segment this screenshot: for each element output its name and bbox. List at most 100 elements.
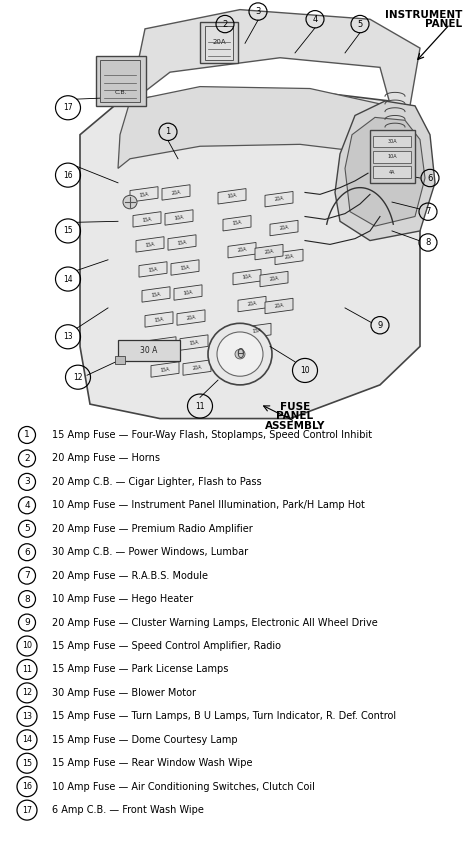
Polygon shape	[345, 118, 425, 226]
Text: 20 Amp Fuse — Premium Radio Amplifier: 20 Amp Fuse — Premium Radio Amplifier	[52, 524, 253, 533]
Text: 17: 17	[22, 805, 32, 815]
Text: 20A: 20A	[264, 249, 274, 255]
Text: 3: 3	[24, 477, 30, 487]
Text: 7: 7	[425, 207, 431, 216]
Text: 15A: 15A	[154, 316, 164, 323]
Text: 20A: 20A	[192, 365, 202, 371]
Text: 4: 4	[24, 501, 30, 510]
Text: 30A: 30A	[387, 139, 397, 144]
Bar	[96, 55, 146, 106]
Polygon shape	[133, 211, 161, 227]
Text: 30 A: 30 A	[140, 346, 158, 355]
Text: 15A: 15A	[189, 339, 199, 346]
Polygon shape	[139, 262, 167, 277]
Polygon shape	[142, 287, 170, 302]
Polygon shape	[180, 335, 208, 350]
Text: 12: 12	[22, 688, 32, 697]
Text: 15 Amp Fuse — Speed Control Amplifier, Radio: 15 Amp Fuse — Speed Control Amplifier, R…	[52, 641, 281, 651]
Polygon shape	[233, 269, 261, 285]
Text: 15 Amp Fuse — Dome Courtesy Lamp: 15 Amp Fuse — Dome Courtesy Lamp	[52, 734, 237, 745]
Circle shape	[208, 323, 272, 385]
Text: 15 Amp Fuse — Turn Lamps, B U Lamps, Turn Indicator, R. Def. Control: 15 Amp Fuse — Turn Lamps, B U Lamps, Tur…	[52, 711, 396, 721]
Text: 6 Amp C.B. — Front Wash Wipe: 6 Amp C.B. — Front Wash Wipe	[52, 805, 204, 815]
Text: 15A: 15A	[157, 341, 167, 347]
Text: 6: 6	[428, 173, 433, 183]
Text: 4A: 4A	[389, 170, 395, 175]
Text: 20A: 20A	[274, 303, 284, 309]
Text: 15: 15	[22, 759, 32, 768]
Text: 20A: 20A	[171, 190, 181, 196]
Text: 10 Amp Fuse — Instrument Panel Illumination, Park/H Lamp Hot: 10 Amp Fuse — Instrument Panel Illuminat…	[52, 501, 365, 510]
Polygon shape	[174, 285, 202, 301]
Text: 15A: 15A	[142, 216, 152, 223]
Text: 15A: 15A	[139, 191, 149, 197]
Bar	[118, 339, 180, 361]
Polygon shape	[145, 312, 173, 327]
Polygon shape	[151, 362, 179, 378]
Text: INSTRUMENT: INSTRUMENT	[384, 10, 462, 20]
Text: 14: 14	[63, 275, 73, 283]
Bar	[373, 166, 411, 178]
Text: 12: 12	[73, 372, 83, 382]
Polygon shape	[228, 242, 256, 258]
Text: 11: 11	[22, 665, 32, 674]
Text: 15A: 15A	[145, 242, 155, 248]
Text: 1: 1	[165, 127, 171, 136]
Text: 1: 1	[24, 430, 30, 439]
Polygon shape	[130, 187, 158, 202]
Text: 5: 5	[24, 524, 30, 533]
Text: 9: 9	[24, 618, 30, 627]
Text: 20A: 20A	[186, 314, 196, 320]
Text: 2: 2	[222, 20, 228, 29]
Text: θ: θ	[236, 347, 244, 360]
Text: 2: 2	[24, 454, 30, 463]
Text: 3: 3	[255, 7, 261, 16]
Polygon shape	[218, 189, 246, 204]
Text: 16: 16	[22, 782, 32, 792]
Text: 10A: 10A	[227, 193, 237, 199]
Polygon shape	[118, 87, 400, 168]
Bar	[370, 130, 415, 183]
Polygon shape	[177, 310, 205, 326]
Text: 20A: 20A	[237, 247, 247, 254]
Text: 10: 10	[300, 366, 310, 375]
Text: FUSE: FUSE	[280, 402, 310, 412]
Text: ASSEMBLY: ASSEMBLY	[265, 421, 325, 431]
Text: 5: 5	[357, 20, 363, 29]
Polygon shape	[171, 260, 199, 275]
Text: 15A: 15A	[180, 264, 190, 271]
Polygon shape	[162, 184, 190, 200]
Circle shape	[123, 196, 137, 209]
Text: 20A: 20A	[247, 301, 257, 307]
Text: 20 Amp C.B. — Cigar Lighter, Flash to Pass: 20 Amp C.B. — Cigar Lighter, Flash to Pa…	[52, 477, 262, 487]
Text: 20A: 20A	[269, 276, 279, 282]
Circle shape	[217, 332, 263, 376]
Bar	[373, 136, 411, 147]
Text: 15A: 15A	[148, 266, 158, 273]
Bar	[205, 26, 233, 60]
Text: 16: 16	[63, 171, 73, 179]
Text: 15A: 15A	[151, 291, 161, 298]
Text: 20A: 20A	[284, 254, 294, 260]
Text: 17: 17	[63, 103, 73, 113]
Text: 15: 15	[63, 226, 73, 236]
Text: 20A: 20A	[279, 225, 289, 231]
Text: 11: 11	[195, 402, 205, 410]
Text: 4: 4	[312, 15, 318, 23]
Text: 9: 9	[377, 320, 383, 330]
Text: 20A: 20A	[274, 196, 284, 203]
Polygon shape	[130, 10, 420, 106]
Text: 7: 7	[24, 572, 30, 580]
Text: 15 Amp Fuse — Four-Way Flash, Stoplamps, Speed Control Inhibit: 15 Amp Fuse — Four-Way Flash, Stoplamps,…	[52, 430, 372, 440]
Text: 20 Amp Fuse — Cluster Warning Lamps, Electronic All Wheel Drive: 20 Amp Fuse — Cluster Warning Lamps, Ele…	[52, 617, 378, 628]
Text: 20 Amp Fuse — R.A.B.S. Module: 20 Amp Fuse — R.A.B.S. Module	[52, 571, 208, 581]
Polygon shape	[183, 360, 211, 375]
Text: 10 Amp Fuse — Air Conditioning Switches, Clutch Coil: 10 Amp Fuse — Air Conditioning Switches,…	[52, 782, 315, 792]
Text: 15A: 15A	[177, 239, 187, 246]
Text: 20 Amp Fuse — Horns: 20 Amp Fuse — Horns	[52, 454, 160, 463]
Bar	[115, 356, 125, 364]
Polygon shape	[335, 101, 435, 241]
Text: 15A: 15A	[232, 220, 242, 226]
Polygon shape	[223, 216, 251, 231]
Text: 30 Amp Fuse — Blower Motor: 30 Amp Fuse — Blower Motor	[52, 688, 196, 698]
